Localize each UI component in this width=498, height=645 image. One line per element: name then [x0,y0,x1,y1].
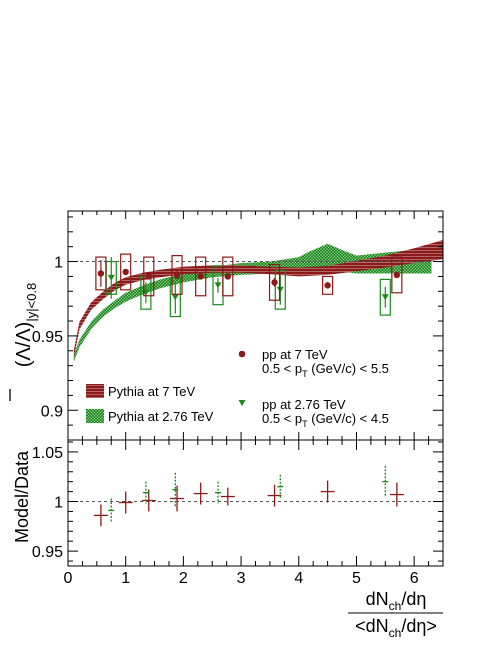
top-ticks: 0.9 0.95 1 [32,211,444,441]
pp7-point [324,282,331,289]
pp7-sys-box [322,275,334,295]
pp276-sys-box [169,277,181,318]
x-tick-label: 5 [352,570,361,587]
data-points [95,253,403,318]
pp7-point [197,273,204,280]
pp7-sys-box [268,263,281,301]
svg-text:(Λ/Λ)|y|<0.8: (Λ/Λ)|y|<0.8 [13,283,39,368]
legend: pp at 7 TeV 0.5 < pT (GeV/c) < 5.5 pp at… [86,347,389,429]
y-axis-label-main: (Λ/Λ) [13,322,35,368]
pp276-sys-box [379,278,391,316]
pp276-point [171,294,179,301]
legend-marker-pp7 [238,350,246,358]
pp7-sys-box [171,255,183,295]
legend-label-pp7: pp at 7 TeV [262,347,328,362]
pythia-7-band [73,240,444,358]
y-tick-label: 0.95 [32,544,63,561]
pp276-point [276,286,284,293]
bottom-ticks: 0.95 1 1.05 0 1 2 3 4 5 6 [32,440,444,587]
legend-label-pythia7: Pythia at 7 TeV [108,384,196,399]
x-tick-label: 0 [64,570,73,587]
x-axis-label-numerator: dNch/dη [366,589,427,613]
y-tick-label: 0.9 [41,403,63,420]
legend-label-pp7-range: 0.5 < pT (GeV/c) < 5.5 [262,361,389,379]
pp7-point [271,279,278,286]
model-data-panel: 0.95 1 1.05 0 1 2 3 4 5 6 Model/Data dNch/dη <dNc… [12,439,444,640]
pp7-point [97,270,105,277]
pythia-bands [73,240,444,362]
x-tick-label: 2 [179,570,188,587]
legend-swatch-pythia7 [86,384,104,398]
pp7-sys-box [391,256,403,294]
pp7-point [122,268,129,276]
pp276-point [214,282,222,289]
pp7-sys-box [195,256,207,297]
legend-label-pp276: pp at 2.76 TeV [262,397,346,412]
x-tick-label: 6 [410,570,419,587]
pp276-point [107,274,115,281]
y-tick-label: 1 [54,255,63,272]
legend-marker-pp276 [238,400,246,406]
pp7-point [224,273,232,280]
x-axis-label-denominator: <dNch/dη> [355,616,437,640]
top-frame [67,210,444,441]
pp7-point [393,271,401,279]
ratio-panel: 0.9 0.95 1 (Λ/Λ)|y|<0.8 pp at 7 TeV 0.5 < … [9,210,444,441]
pp7-sys-box [222,256,234,297]
pp7-sys-box [143,256,155,297]
y-axis-label-bottom: Model/Data [12,450,32,543]
pp7-point [173,271,181,279]
x-tick-label: 1 [121,570,130,587]
legend-label-pythia276: Pythia at 2.76 TeV [108,409,214,424]
y-axis-label-sub: |y|<0.8 [24,283,39,322]
y-tick-label: 1 [54,495,63,512]
pp7-point [145,273,152,280]
y-tick-label: 0.95 [32,329,63,346]
y-axis-label: (Λ/Λ)|y|<0.8 [9,283,39,401]
x-tick-label: 3 [237,570,246,587]
model-data-points [93,465,404,527]
pp276-sys-box [274,269,286,310]
pp276-point [381,294,389,301]
x-axis-label: dNch/dη <dNch/dη> [348,589,443,640]
x-tick-label: 4 [294,570,303,587]
y-tick-label: 1.05 [32,445,63,462]
legend-label-pp276-range: 0.5 < pT (GeV/c) < 4.5 [262,411,389,429]
pp7-sys-box [120,253,132,291]
pp7-sys-box [95,256,107,291]
legend-swatch-pythia276 [86,409,104,423]
